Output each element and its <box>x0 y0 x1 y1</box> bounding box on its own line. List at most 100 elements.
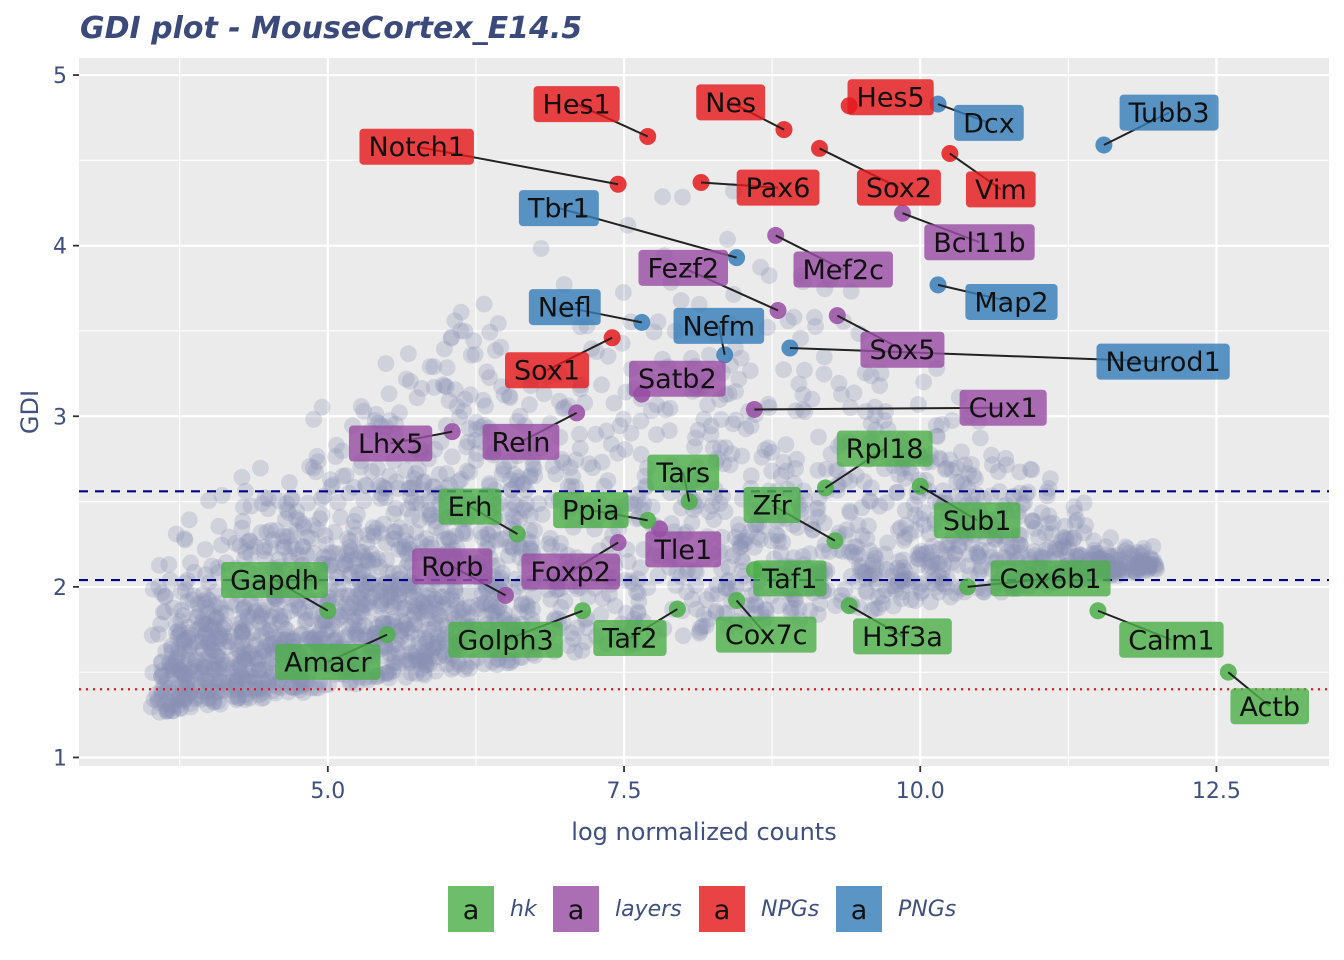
gene-point <box>424 639 442 657</box>
y-tick-label: 5 <box>53 64 67 89</box>
gene-point <box>178 671 196 689</box>
gene-point <box>373 485 391 503</box>
gene-point <box>378 597 396 614</box>
gene-label-text: Sox1 <box>514 356 580 387</box>
gene-point <box>406 597 423 615</box>
gene-point <box>1116 559 1134 577</box>
gene-point <box>751 531 769 548</box>
gene-point <box>385 662 402 679</box>
gene-point <box>709 585 727 603</box>
gene-point <box>532 240 550 257</box>
gene-point <box>299 528 316 546</box>
gene-point <box>477 581 495 599</box>
gene-point <box>587 425 605 443</box>
gene-point <box>438 378 455 396</box>
gene-point <box>372 490 389 507</box>
gene-point <box>712 439 729 457</box>
gene-point <box>1077 517 1094 534</box>
gene-point <box>632 445 650 463</box>
gene-point <box>487 342 504 359</box>
gene-point <box>928 417 945 434</box>
gene-point <box>336 556 353 574</box>
gene-point <box>619 553 637 570</box>
gene-point <box>411 601 429 619</box>
gene-point <box>964 488 981 506</box>
gene-point <box>462 608 480 626</box>
gene-point <box>736 535 753 553</box>
gene-point <box>293 625 310 643</box>
gene-point <box>843 543 861 561</box>
gene-point <box>151 703 168 721</box>
gene-point <box>629 493 647 510</box>
gene-point <box>733 549 751 567</box>
gene-point <box>349 599 367 617</box>
gene-point <box>326 631 344 648</box>
gene-point <box>484 653 501 671</box>
gene-point <box>959 557 977 575</box>
gene-point <box>400 651 418 669</box>
gene-point <box>961 545 979 563</box>
gene-point <box>372 581 390 599</box>
gene-label-text: Notch1 <box>368 132 464 163</box>
gene-point <box>176 691 194 708</box>
gene-label-text: Reln <box>492 427 551 458</box>
gene-point <box>894 551 912 569</box>
gene-point <box>495 461 513 479</box>
gene-point <box>742 362 759 380</box>
gene-point <box>1047 539 1064 557</box>
gene-point <box>602 435 620 453</box>
gene-point <box>152 615 170 633</box>
gene-point <box>938 569 956 587</box>
gene-point <box>342 588 359 606</box>
gene-point <box>1040 514 1058 532</box>
gene-point <box>290 546 307 564</box>
gene-point <box>220 528 238 546</box>
gene-point <box>380 669 398 687</box>
gene-point <box>427 615 445 632</box>
gene-point <box>885 577 903 594</box>
gene-point <box>427 662 445 680</box>
gene-point <box>376 639 394 656</box>
gene-point <box>276 620 294 637</box>
gene-point <box>341 551 358 569</box>
gene-point <box>390 654 408 672</box>
gene-point <box>375 515 392 533</box>
gene-point <box>356 548 373 565</box>
gene-point <box>250 686 268 704</box>
gene-point <box>858 530 876 548</box>
gene-point <box>699 396 716 414</box>
gene-point <box>336 603 354 621</box>
gene-point <box>827 597 844 614</box>
gene-point <box>473 585 491 602</box>
gene-point <box>359 526 376 544</box>
gene-point <box>752 258 769 276</box>
gene-point <box>408 389 426 407</box>
gene-point <box>171 662 189 680</box>
gene-point <box>251 607 269 625</box>
gene-point <box>731 533 748 551</box>
gene-point <box>454 525 471 542</box>
gene-point <box>511 407 529 425</box>
gene-point <box>417 654 434 671</box>
gene-point <box>150 557 168 574</box>
legend-item-npgs: a NPGs <box>699 886 819 932</box>
gene-point <box>358 535 376 552</box>
gene-point <box>630 593 648 610</box>
gene-point <box>847 466 865 484</box>
gene-point <box>1124 547 1142 564</box>
gene-point <box>307 463 325 481</box>
gene-point <box>397 668 415 686</box>
gene-point <box>1111 551 1128 569</box>
gene-point <box>941 451 959 469</box>
gene-point <box>196 615 214 633</box>
gene-point <box>1142 549 1159 567</box>
gene-point <box>366 412 384 429</box>
gene-point <box>371 558 389 576</box>
gene-point <box>208 683 226 701</box>
gene-point <box>232 668 250 686</box>
gene-point <box>1108 561 1126 579</box>
gene-point <box>419 582 436 599</box>
gene-point <box>787 402 805 420</box>
gene-point <box>394 538 411 556</box>
gene-point <box>504 493 521 511</box>
